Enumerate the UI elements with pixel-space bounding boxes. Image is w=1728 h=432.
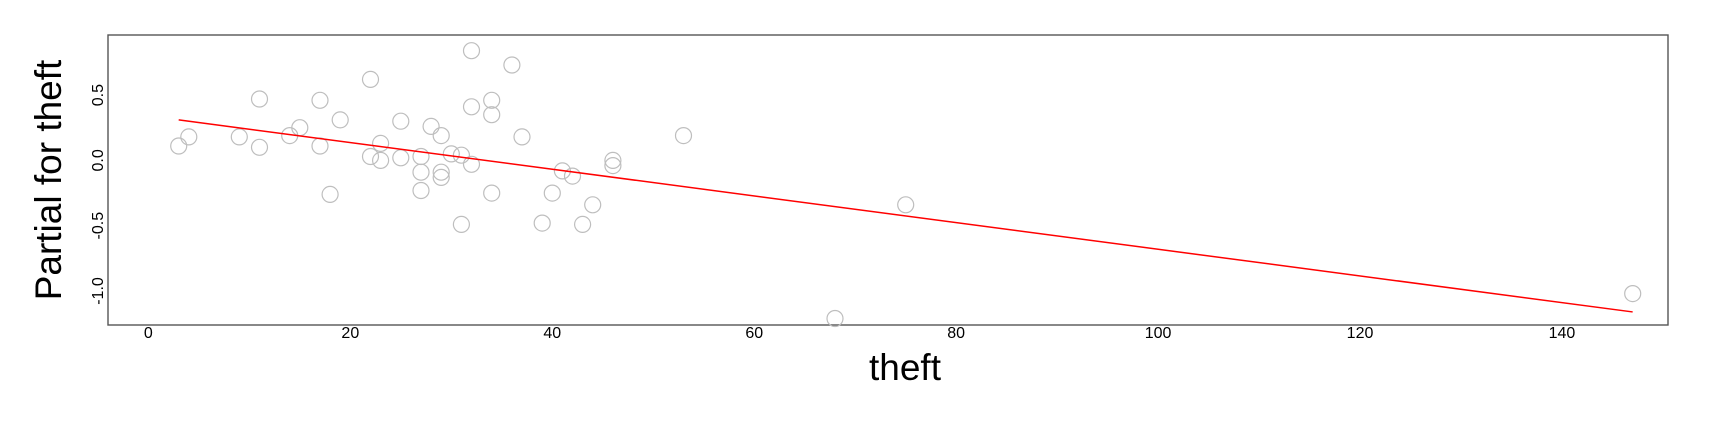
data-point-8 — [311, 137, 329, 155]
data-point-16 — [392, 149, 410, 167]
x-axis-title: theft — [869, 347, 942, 388]
data-point-0 — [170, 137, 188, 155]
data-point-46 — [1624, 285, 1642, 303]
y-tick-label-3: 0.5 — [90, 84, 107, 106]
data-point-24 — [442, 145, 460, 163]
data-point-2 — [230, 128, 248, 146]
data-point-25 — [452, 146, 470, 164]
data-point-22 — [432, 163, 450, 181]
data-point-28 — [462, 98, 481, 116]
x-tick-label-0: 0 — [144, 325, 153, 342]
data-point-30 — [483, 91, 501, 109]
x-tick-label-2: 40 — [543, 325, 561, 342]
data-point-18 — [412, 147, 430, 166]
data-point-4 — [250, 138, 269, 156]
data-point-44 — [826, 309, 844, 328]
data-point-26 — [452, 215, 470, 233]
data-point-14 — [372, 151, 390, 169]
x-tick-label-4: 80 — [947, 325, 965, 342]
x-tick-label-3: 60 — [745, 325, 763, 342]
data-point-31 — [483, 106, 501, 124]
data-point-23 — [432, 168, 450, 186]
data-point-6 — [291, 119, 309, 137]
data-point-39 — [573, 215, 592, 233]
data-point-33 — [503, 56, 521, 74]
data-point-21 — [432, 127, 450, 145]
data-point-12 — [361, 147, 380, 166]
x-tick-label-1: 20 — [341, 325, 359, 342]
points-layer — [170, 42, 1642, 328]
data-point-45 — [897, 196, 915, 214]
y-tick-label-1: -0.5 — [90, 212, 107, 240]
y-tick-label-0: -1.0 — [90, 277, 107, 305]
x-tick-label-5: 100 — [1145, 325, 1172, 342]
y-axis-title: Partial for theft — [28, 59, 69, 300]
y-axis-tick-labels: -1.0 -0.5 0.0 0.5 — [90, 84, 107, 305]
data-point-19 — [412, 181, 430, 200]
data-point-41 — [604, 151, 622, 169]
data-point-42 — [604, 157, 622, 175]
data-point-27 — [462, 42, 481, 60]
x-tick-label-6: 120 — [1347, 325, 1374, 342]
data-point-29 — [462, 155, 481, 173]
data-point-20 — [422, 117, 440, 136]
data-point-32 — [483, 184, 501, 202]
data-point-10 — [331, 111, 349, 129]
data-point-35 — [533, 214, 551, 232]
data-point-40 — [584, 196, 602, 214]
data-point-3 — [250, 90, 269, 108]
data-point-17 — [412, 163, 430, 181]
data-point-11 — [361, 70, 380, 89]
data-point-1 — [180, 128, 198, 146]
data-point-15 — [392, 112, 410, 130]
x-axis-tick-labels: 0 20 40 60 80 100 120 140 — [144, 325, 1575, 342]
data-point-38 — [563, 167, 582, 185]
plot-frame — [107, 34, 1669, 326]
y-tick-label-2: 0.0 — [90, 149, 107, 171]
fit-line — [178, 119, 1633, 313]
x-tick-label-7: 140 — [1549, 325, 1576, 342]
data-point-36 — [543, 184, 561, 202]
data-point-34 — [513, 128, 531, 146]
data-point-43 — [674, 127, 693, 145]
data-point-9 — [321, 185, 339, 203]
data-point-13 — [372, 134, 390, 152]
data-point-7 — [311, 91, 329, 109]
